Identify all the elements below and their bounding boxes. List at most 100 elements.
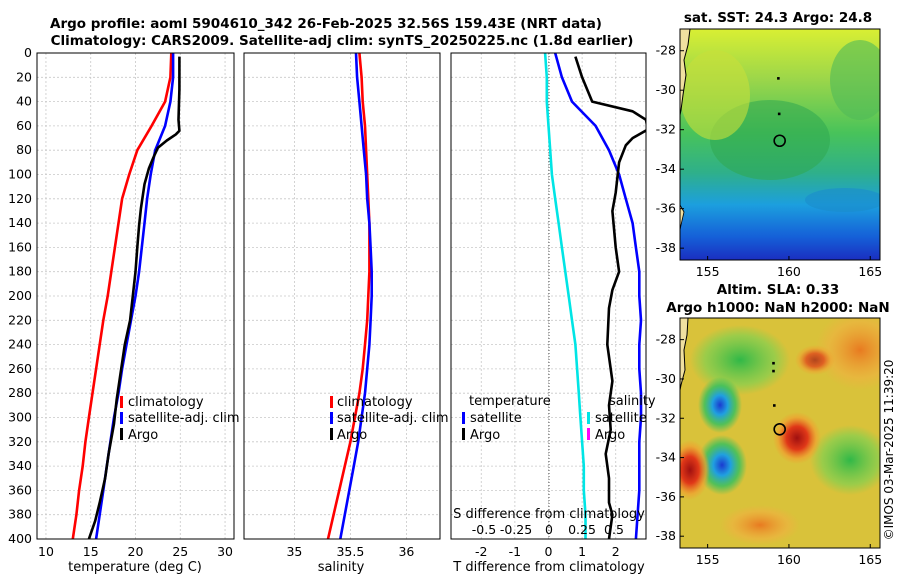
sla-map-axis-ticks: 155 160 165 -28 -30 -32 -34 -36 -38 [656, 332, 883, 567]
temperature-axis-label: temperature (deg C) [68, 560, 202, 575]
sla-high [680, 440, 710, 500]
x-tick-label: 2 [612, 544, 620, 559]
sla-low [698, 377, 742, 433]
legend-swatch-climatology [330, 396, 333, 408]
figure-title-line1: Argo profile: aoml 5904610_342 26-Feb-20… [50, 16, 602, 32]
s-tick: 0 [545, 522, 553, 537]
legend-header-temperature: temperature [469, 394, 551, 409]
x-tick-label: 1 [578, 544, 586, 559]
x-tick-label: 0 [545, 544, 553, 559]
depth-tick-label: 20 [16, 69, 32, 84]
previous-position-marker [772, 361, 775, 365]
legend-swatch-satellite [330, 412, 333, 424]
x-tick-label: -1 [509, 544, 521, 559]
longitude-tick-label: 160 [777, 552, 801, 567]
sst-map: sat. SST: 24.3 Argo: 24.8 155 160 165 -28 -3… [656, 10, 883, 279]
latitude-tick-label: -36 [656, 201, 676, 216]
depth-tick-label: 340 [8, 458, 32, 473]
depth-tick-label: 180 [8, 264, 32, 279]
difference-panel: -2 -1 0 1 2 T difference from climatology S … [450, 52, 656, 575]
previous-position-marker [773, 404, 776, 407]
salinity-grid [244, 52, 440, 540]
latitude-tick-label: -38 [656, 528, 676, 543]
temperature-legend: climatology satellite-adj. clim Argo [120, 395, 240, 443]
salinity-lines [326, 53, 374, 539]
salinity-axis-label: salinity [318, 560, 365, 575]
temperature-grid [37, 52, 234, 540]
series-line-climatology [71, 53, 173, 539]
x-tick-label: 25 [172, 544, 188, 559]
legend-swatch-argo [120, 428, 123, 440]
latitude-tick-label: -28 [656, 43, 676, 58]
depth-tick-label: 380 [8, 507, 32, 522]
x-tick-label: 15 [83, 544, 99, 559]
depth-tick-label: 160 [8, 239, 32, 254]
latitude-tick-label: -34 [656, 450, 676, 465]
previous-position-marker [777, 112, 781, 116]
temperature-panel: 0 20 40 60 80 100 120 140 160 180 200 220 240 260 280 3… [8, 45, 239, 575]
legend-label-satellite: satellite-adj. clim [337, 411, 449, 426]
depth-tick-label: 400 [8, 531, 32, 546]
depth-tick-label: 300 [8, 410, 32, 425]
depth-tick-label: 360 [8, 482, 32, 497]
s-tick: -0.25 [500, 522, 532, 537]
s-tick: -0.5 [472, 522, 496, 537]
series-line-argo [87, 56, 181, 539]
difference-lines [543, 53, 646, 539]
sla-high [815, 318, 880, 390]
temperature-lines [71, 53, 181, 539]
x-tick-label: 36 [398, 544, 414, 559]
series-line-t-argo [574, 56, 646, 539]
longitude-tick-label: 155 [696, 264, 720, 279]
series-line-satellite-adj-clim [339, 53, 374, 539]
latitude-tick-label: -38 [656, 240, 676, 255]
depth-tick-label: 60 [16, 118, 32, 133]
salinity-axis-ticks: 35 35.5 36 [286, 544, 414, 559]
latitude-tick-label: -30 [656, 82, 676, 97]
legend-label-t-satellite: satellite [470, 411, 522, 426]
x-tick-label: 30 [217, 544, 233, 559]
legend-swatch-s-satellite [587, 412, 590, 424]
legend-label-argo: Argo [128, 428, 158, 443]
legend-swatch-s-argo [587, 428, 590, 440]
sla-high [795, 345, 835, 375]
sst-cool-patch [805, 188, 880, 212]
x-tick-label: -2 [475, 544, 487, 559]
legend-swatch-t-argo [462, 428, 465, 440]
latitude-tick-label: -28 [656, 332, 676, 347]
x-tick-label: 10 [38, 544, 54, 559]
s-tick: 0.5 [604, 522, 624, 537]
s-difference-axis-label: S difference from climatology [453, 507, 645, 522]
depth-tick-label: 0 [24, 45, 32, 60]
previous-position-marker [777, 77, 780, 80]
s-tick: 0.25 [568, 522, 596, 537]
series-line-t-satellite [553, 53, 643, 539]
x-tick-label: 35.5 [336, 544, 364, 559]
sla-green [810, 425, 880, 495]
longitude-tick-label: 160 [777, 264, 801, 279]
depth-tick-label: 320 [8, 434, 32, 449]
depth-tick-label: 200 [8, 288, 32, 303]
legend-label-climatology: climatology [337, 395, 413, 410]
longitude-tick-label: 155 [696, 552, 720, 567]
legend-swatch-climatology [120, 396, 123, 408]
float-position-marker [773, 134, 786, 148]
legend-header-salinity: salinity [609, 394, 656, 409]
latitude-tick-label: -30 [656, 371, 676, 386]
sla-map-float-marks [772, 361, 786, 436]
legend-label-s-argo: Argo [595, 428, 625, 443]
sla-low [697, 435, 747, 495]
latitude-tick-label: -32 [656, 410, 676, 425]
depth-tick-label: 120 [8, 191, 32, 206]
legend-label-satellite: satellite-adj. clim [128, 411, 240, 426]
sst-warm-patch [680, 50, 750, 140]
depth-tick-label: 80 [16, 142, 32, 157]
salinity-legend: climatology satellite-adj. clim Argo [330, 395, 449, 443]
sst-warm-patch [830, 40, 880, 120]
sst-map-title: sat. SST: 24.3 Argo: 24.8 [684, 10, 872, 26]
coastline [680, 204, 685, 231]
sla-high [773, 412, 821, 464]
depth-tick-label: 100 [8, 167, 32, 182]
series-line-climatology [326, 53, 371, 539]
